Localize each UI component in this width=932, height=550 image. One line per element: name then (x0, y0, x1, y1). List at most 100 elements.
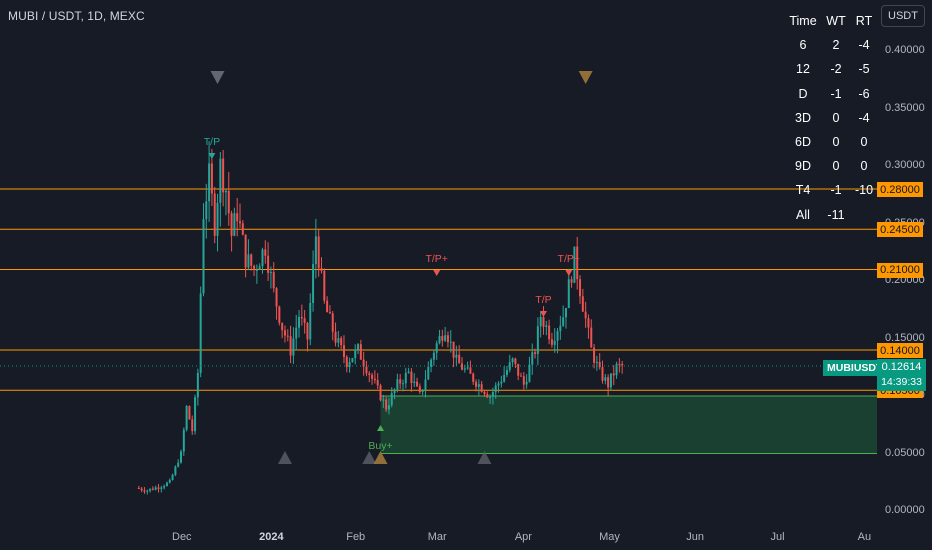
candle-body (475, 381, 478, 387)
candle-body (286, 335, 289, 337)
row-timeframe: 12 (796, 62, 810, 77)
candle-body (424, 379, 427, 390)
candle-body (522, 376, 525, 385)
candle-body (174, 466, 177, 475)
candle-body (278, 306, 281, 323)
candle-body (180, 451, 182, 463)
candle-body (154, 487, 157, 490)
candle-body (165, 482, 168, 486)
candle-body (449, 341, 452, 343)
candle-body (520, 375, 523, 377)
level-tag: 0.21000 (877, 262, 923, 278)
candle-body (562, 317, 565, 326)
candle-body (351, 358, 354, 363)
candle-body (312, 264, 315, 303)
candle-body (590, 327, 593, 348)
candle-body (300, 316, 303, 319)
candle-body (486, 394, 489, 398)
signal-marker (277, 451, 292, 464)
row-wt: 0 (832, 110, 840, 125)
candle-body (233, 213, 236, 236)
currency-button[interactable]: USDT (881, 5, 925, 27)
candle-body (379, 385, 382, 401)
candle-body (466, 367, 469, 369)
candle-body (236, 213, 239, 222)
current-price-value: 0.12614 (881, 361, 922, 373)
table-row: 9D 0 0 (784, 154, 878, 178)
candle-body (255, 269, 258, 271)
candle-body (376, 380, 379, 386)
candle-body (163, 485, 166, 488)
candle-body (357, 344, 360, 350)
table-row: 12 -2 -5 (784, 57, 878, 81)
candle-body (340, 338, 343, 346)
header-wt: WT (826, 14, 846, 29)
candle-body (241, 223, 244, 235)
candle-body (539, 317, 542, 327)
candle-body (545, 325, 548, 327)
row-timeframe: All (796, 207, 810, 222)
candle-body (505, 370, 508, 375)
candle-body (432, 352, 435, 360)
candle-body (359, 344, 362, 360)
signal-label: T/P+ (558, 253, 580, 265)
table-row: 3D 0 -4 (784, 106, 878, 130)
candle-body (168, 480, 171, 483)
candle-body (559, 325, 562, 332)
row-wt: 2 (832, 38, 840, 53)
candle-body (536, 326, 539, 354)
candle-body (323, 270, 326, 301)
buy-signal-marker (373, 451, 388, 464)
candle-body (191, 419, 194, 432)
row-rt: -6 (858, 86, 870, 101)
candle-body (491, 392, 494, 397)
candle-body (382, 399, 385, 401)
row-timeframe: 3D (795, 110, 811, 125)
header-rt: RT (855, 14, 873, 29)
candle-body (511, 358, 514, 363)
candle-body (227, 190, 230, 214)
candle-body (621, 364, 624, 366)
candle-body (618, 363, 621, 365)
candle-body (548, 325, 551, 340)
candle-body (267, 255, 270, 273)
candle-body (342, 345, 345, 357)
level-tag: 0.28000 (877, 182, 923, 197)
candle-body (143, 490, 146, 492)
signal-arrow (565, 270, 573, 276)
candle-body (157, 487, 160, 489)
candle-body (337, 338, 340, 343)
candle-body (210, 163, 213, 194)
candle-body (298, 316, 301, 328)
candle-body (177, 462, 180, 467)
candle-body (328, 312, 331, 314)
signal-label: T/P (204, 136, 220, 148)
candle-body (253, 265, 256, 270)
candle-body (438, 336, 441, 344)
signal-label: Buy+ (368, 440, 392, 452)
candle-body (396, 379, 399, 390)
candle-body (261, 249, 264, 267)
time-tick-label: Dec (172, 531, 192, 543)
candle-body (416, 381, 419, 387)
candle-body (480, 384, 483, 392)
candle-body (283, 330, 286, 336)
signal-marker (362, 451, 377, 464)
candle-body (309, 302, 312, 340)
candle-body (534, 352, 537, 354)
candle-body (196, 373, 199, 398)
signal-arrow (208, 153, 216, 159)
row-wt: -1 (830, 183, 842, 198)
candle-body (326, 300, 329, 313)
candle-body (362, 359, 365, 367)
candle-body (609, 373, 612, 388)
candle-body (587, 318, 590, 328)
candle-body (430, 359, 433, 367)
candle-body (593, 347, 596, 363)
candle-body (230, 213, 233, 236)
row-wt: -2 (830, 62, 842, 77)
candle-body (401, 383, 404, 385)
candle-body (472, 373, 475, 382)
level-tag: 0.24500 (877, 222, 923, 238)
